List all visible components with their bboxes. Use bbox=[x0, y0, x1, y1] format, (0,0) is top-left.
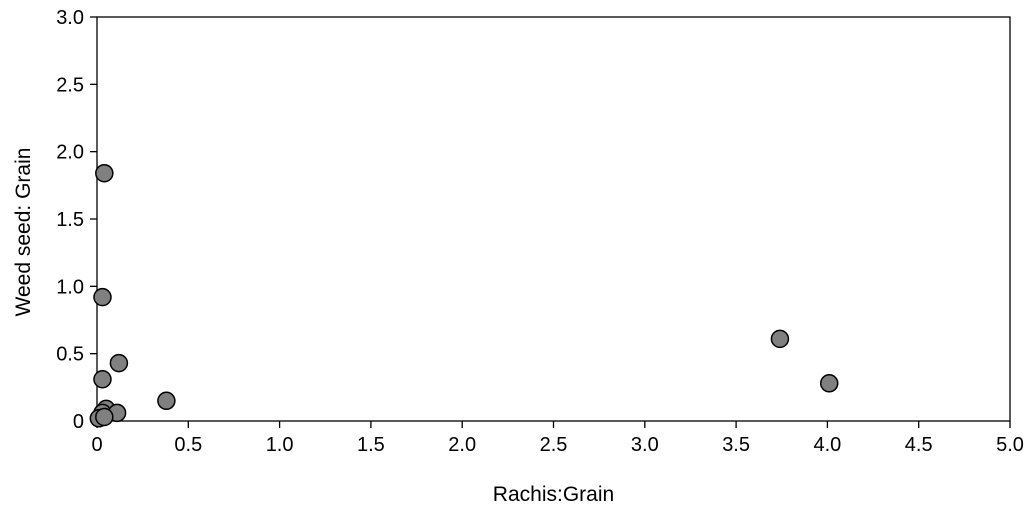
x-tick-label: 2.0 bbox=[448, 434, 476, 456]
data-point bbox=[93, 370, 112, 389]
data-point bbox=[95, 407, 114, 427]
y-tick-label: 1.5 bbox=[56, 209, 84, 231]
data-point bbox=[109, 353, 129, 373]
y-tick-label: 2.5 bbox=[56, 74, 84, 96]
y-axis: 0 0.5 1.0 1.5 2.0 2.5 3.0 bbox=[56, 7, 97, 433]
x-tick-label: 4.5 bbox=[905, 434, 933, 456]
x-tick-label: 5.0 bbox=[996, 434, 1024, 456]
y-tick-label: 1.0 bbox=[56, 276, 84, 298]
x-tick-label: 1.0 bbox=[266, 434, 294, 456]
y-tick-label: 2.0 bbox=[56, 142, 84, 164]
y-axis-title: Weed seed: Grain bbox=[12, 148, 35, 317]
data-point bbox=[819, 374, 839, 393]
x-tick-label: 4.0 bbox=[813, 434, 841, 456]
y-tick-label: 0.5 bbox=[56, 344, 84, 366]
plot-frame bbox=[96, 16, 1011, 422]
data-points bbox=[89, 163, 839, 428]
x-tick-label: 3.0 bbox=[631, 434, 659, 456]
data-point bbox=[157, 391, 176, 411]
data-point bbox=[95, 163, 114, 183]
y-tick-label: 0 bbox=[73, 411, 84, 433]
x-tick-label: 3.5 bbox=[722, 434, 750, 456]
x-tick-label: 1.5 bbox=[357, 434, 385, 456]
y-tick-label: 3.0 bbox=[56, 7, 84, 29]
x-axis: 0 0.5 1.0 1.5 2.0 2.5 3.0 3.5 4.0 4.5 5.0 bbox=[91, 421, 1024, 456]
x-axis-title: Rachis:Grain bbox=[493, 483, 614, 506]
data-point bbox=[770, 329, 790, 349]
x-tick-label: 2.5 bbox=[540, 434, 568, 456]
x-tick-label: 0 bbox=[91, 434, 102, 456]
data-point bbox=[93, 287, 112, 307]
x-tick-label: 0.5 bbox=[174, 434, 202, 456]
